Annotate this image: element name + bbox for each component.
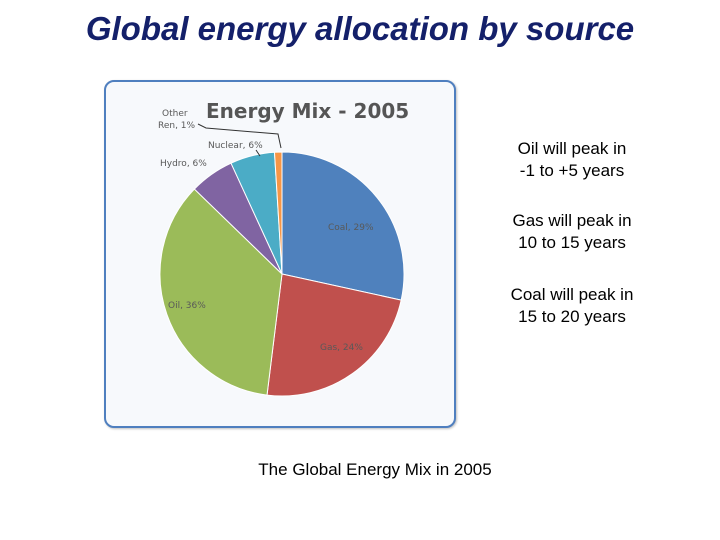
slice-label-other-ren-line2: Ren, 1% (158, 121, 196, 131)
coal-peak-note: Coal will peak in 15 to 20 years (472, 284, 672, 328)
gas-peak-note-line1: Gas will peak in (512, 211, 632, 230)
coal-peak-note-line1: Coal will peak in (510, 285, 634, 304)
other-ren-leader-line (197, 123, 282, 149)
slice-label-gas: Gas, 24% (320, 343, 363, 353)
chart-caption: The Global Energy Mix in 2005 (258, 460, 492, 479)
oil-peak-note: Oil will peak in -1 to +5 years (472, 138, 672, 182)
nuclear-leader-line (255, 149, 261, 157)
slice-label-nuclear: Nuclear, 6% (208, 141, 263, 151)
chart-title: Energy Mix - 2005 (206, 99, 409, 123)
pie-slice-gas (266, 273, 402, 397)
slide-title: Global energy allocation by source (85, 10, 635, 47)
pie-slice-coal (281, 151, 405, 301)
gas-peak-note: Gas will peak in 10 to 15 years (472, 210, 672, 254)
pie-slice-other-ren (273, 151, 283, 275)
slice-label-hydro: Hydro, 6% (160, 159, 207, 169)
oil-peak-note-line2: -1 to +5 years (519, 161, 625, 180)
gas-peak-note-line2: 10 to 15 years (518, 233, 626, 252)
slice-label-coal: Coal, 29% (328, 223, 374, 233)
slice-label-oil: Oil, 36% (168, 301, 206, 311)
energy-mix-pie-chart: Energy Mix - 2005 Coal, 29% Gas, 24% Oil… (158, 99, 409, 397)
coal-peak-note-line2: 15 to 20 years (518, 307, 626, 326)
slice-label-other-ren-line1: Other (162, 109, 188, 119)
chart-frame: Energy Mix - 2005 Coal, 29% Gas, 24% Oil… (104, 80, 456, 428)
pie-slice-oil (159, 188, 283, 396)
oil-peak-note-line1: Oil will peak in (517, 139, 627, 158)
